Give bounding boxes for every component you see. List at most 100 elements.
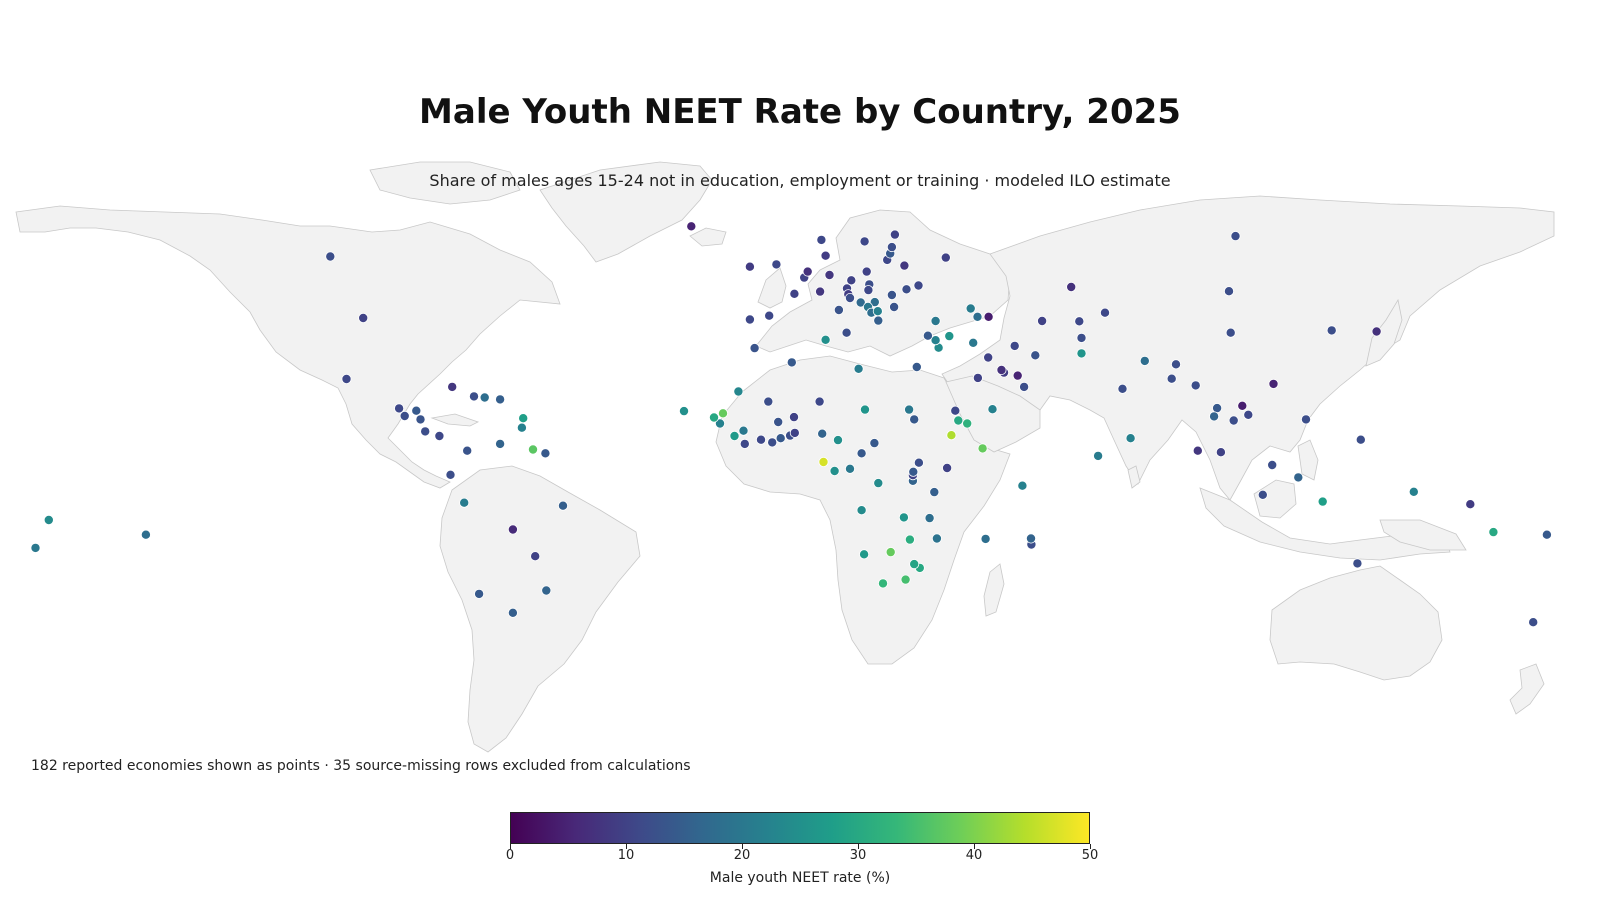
- country-point[interactable]: [462, 445, 473, 456]
- country-point[interactable]: [859, 549, 870, 560]
- country-point[interactable]: [756, 434, 767, 445]
- country-point[interactable]: [886, 242, 897, 253]
- country-point[interactable]: [786, 357, 797, 368]
- country-point[interactable]: [940, 252, 951, 263]
- country-point[interactable]: [763, 396, 774, 407]
- country-point[interactable]: [30, 542, 41, 553]
- country-point[interactable]: [987, 404, 998, 415]
- country-point[interactable]: [872, 306, 883, 317]
- country-point[interactable]: [818, 456, 829, 467]
- country-point[interactable]: [942, 462, 953, 473]
- country-point[interactable]: [996, 364, 1007, 375]
- country-point[interactable]: [833, 304, 844, 315]
- country-point[interactable]: [1267, 459, 1278, 470]
- country-point[interactable]: [930, 315, 941, 326]
- country-point[interactable]: [846, 275, 857, 286]
- country-point[interactable]: [530, 551, 541, 562]
- country-point[interactable]: [820, 334, 831, 345]
- country-point[interactable]: [911, 361, 922, 372]
- country-point[interactable]: [1215, 447, 1226, 458]
- country-point[interactable]: [1355, 434, 1366, 445]
- country-point[interactable]: [1209, 411, 1220, 422]
- country-point[interactable]: [1230, 231, 1241, 242]
- country-point[interactable]: [1076, 348, 1087, 359]
- country-point[interactable]: [977, 443, 988, 454]
- country-point[interactable]: [929, 487, 940, 498]
- country-point[interactable]: [789, 427, 800, 438]
- country-point[interactable]: [1117, 383, 1128, 394]
- country-point[interactable]: [1093, 450, 1104, 461]
- country-point[interactable]: [1268, 378, 1279, 389]
- country-point[interactable]: [983, 352, 994, 363]
- country-point[interactable]: [856, 448, 867, 459]
- country-point[interactable]: [459, 497, 470, 508]
- country-point[interactable]: [516, 422, 527, 433]
- country-point[interactable]: [411, 405, 422, 416]
- country-point[interactable]: [749, 343, 760, 354]
- country-point[interactable]: [983, 311, 994, 322]
- country-point[interactable]: [817, 428, 828, 439]
- country-point[interactable]: [863, 285, 874, 296]
- country-point[interactable]: [972, 372, 983, 383]
- country-point[interactable]: [1009, 340, 1020, 351]
- country-point[interactable]: [325, 251, 336, 262]
- country-point[interactable]: [394, 403, 405, 414]
- country-point[interactable]: [889, 229, 900, 240]
- country-point[interactable]: [1139, 355, 1150, 366]
- country-point[interactable]: [1212, 403, 1223, 414]
- country-point[interactable]: [1017, 480, 1028, 491]
- country-point[interactable]: [1301, 414, 1312, 425]
- country-point[interactable]: [1012, 370, 1023, 381]
- country-point[interactable]: [1074, 316, 1085, 327]
- country-point[interactable]: [1171, 359, 1182, 370]
- country-point[interactable]: [878, 578, 889, 589]
- country-point[interactable]: [1224, 286, 1235, 297]
- country-point[interactable]: [1125, 433, 1136, 444]
- country-point[interactable]: [1019, 381, 1030, 392]
- country-point[interactable]: [1243, 409, 1254, 420]
- country-point[interactable]: [558, 500, 569, 511]
- country-point[interactable]: [1026, 533, 1037, 544]
- country-point[interactable]: [909, 559, 920, 570]
- country-point[interactable]: [738, 425, 749, 436]
- country-point[interactable]: [886, 289, 897, 300]
- country-point[interactable]: [715, 418, 726, 429]
- country-point[interactable]: [679, 406, 690, 417]
- country-point[interactable]: [399, 410, 410, 421]
- country-point[interactable]: [1192, 445, 1203, 456]
- country-point[interactable]: [1326, 325, 1337, 336]
- country-point[interactable]: [479, 392, 490, 403]
- country-point[interactable]: [898, 512, 909, 523]
- country-point[interactable]: [445, 469, 456, 480]
- country-point[interactable]: [829, 465, 840, 476]
- country-point[interactable]: [541, 585, 552, 596]
- country-point[interactable]: [913, 457, 924, 468]
- country-point[interactable]: [869, 438, 880, 449]
- country-point[interactable]: [845, 292, 856, 303]
- country-point[interactable]: [1528, 617, 1539, 628]
- country-point[interactable]: [744, 261, 755, 272]
- country-point[interactable]: [518, 413, 529, 424]
- country-point[interactable]: [771, 259, 782, 270]
- country-point[interactable]: [885, 547, 896, 558]
- country-point[interactable]: [802, 266, 813, 277]
- country-point[interactable]: [944, 331, 955, 342]
- country-point[interactable]: [873, 478, 884, 489]
- country-point[interactable]: [1225, 327, 1236, 338]
- country-point[interactable]: [789, 412, 800, 423]
- country-point[interactable]: [965, 303, 976, 314]
- country-point[interactable]: [434, 430, 445, 441]
- country-point[interactable]: [855, 297, 866, 308]
- country-point[interactable]: [1190, 380, 1201, 391]
- country-point[interactable]: [873, 315, 884, 326]
- country-point[interactable]: [528, 444, 539, 455]
- country-point[interactable]: [859, 236, 870, 247]
- country-point[interactable]: [1317, 496, 1328, 507]
- country-point[interactable]: [1352, 558, 1363, 569]
- country-point[interactable]: [775, 433, 786, 444]
- country-point[interactable]: [908, 466, 919, 477]
- country-point[interactable]: [358, 312, 369, 323]
- country-point[interactable]: [815, 286, 826, 297]
- country-point[interactable]: [1237, 400, 1248, 411]
- country-point[interactable]: [841, 327, 852, 338]
